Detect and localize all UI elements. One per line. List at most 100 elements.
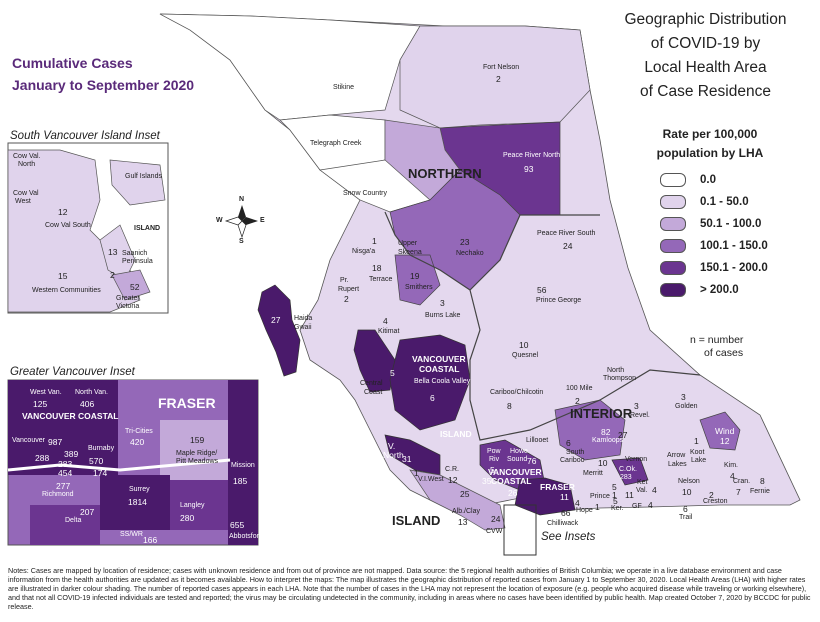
area-peace-river-north: Peace River North	[503, 152, 561, 159]
windermere-area	[699, 411, 741, 451]
inset-gulf-islands: Gulf Islands	[125, 173, 162, 180]
area-bella-coola: Bella Coola Valley	[414, 378, 471, 385]
area-haida-gwaii-b: Gwaii	[294, 324, 312, 331]
see-insets-box	[503, 504, 537, 556]
inset-greater-victoria-b: Victoria	[116, 303, 140, 310]
saanich-peninsula-land	[99, 224, 136, 281]
area-smithers-n: 19	[410, 271, 420, 281]
area-nisgaa: Nisga'a	[352, 248, 376, 255]
gv-burnaby-n: 570	[89, 456, 104, 466]
legend-swatch	[660, 239, 686, 253]
area-upper-skeena-b: Skeena	[398, 249, 422, 256]
legend-item: 50.1 - 100.0	[660, 216, 761, 232]
area-n35: 35	[482, 476, 492, 486]
region-interior: INTERIOR	[570, 406, 633, 421]
legend-item: 150.1 - 200.0	[660, 260, 768, 276]
n-cases-line1: n = number	[690, 334, 744, 346]
gv-burnaby: Burnaby	[88, 445, 115, 452]
area-nisgaa-n: 1	[372, 236, 377, 246]
gv-vancouver-n: 288	[35, 453, 50, 463]
area-lillooet: Lillooet	[526, 437, 549, 444]
area-cran-n: 7	[736, 487, 741, 497]
area-central-coast-a: Central	[360, 380, 383, 387]
area-haida-gwaii-n: 27	[271, 315, 281, 325]
langley-shape	[170, 480, 228, 530]
delta-shape	[30, 505, 100, 545]
legend-label: 0.0	[700, 174, 716, 186]
area-kamloops: Kamloops	[592, 437, 624, 444]
area-ket-val-b: Val.	[636, 487, 648, 494]
n-cases-line2: of cases	[704, 347, 744, 359]
inset-cow-val-north-b: North	[18, 161, 36, 168]
gv-mission: Mission	[231, 462, 255, 469]
area-creston-n: 2	[709, 490, 714, 500]
area-princeton-n: 1	[595, 502, 600, 512]
legend-item: 0.0	[660, 172, 716, 188]
area-howe-sound-b: Sound	[507, 456, 528, 463]
cumulative-title-line2: January to September 2020	[12, 77, 195, 93]
inset-saanich-a: Saanich	[122, 250, 148, 257]
fraser-river-line	[7, 458, 231, 472]
area-creston: Creston	[703, 498, 728, 505]
area-trail: Trail	[679, 514, 693, 521]
area-merritt: Merritt	[583, 470, 603, 477]
gv-ss-wr-n: 166	[143, 535, 158, 545]
area-alb-clay-n: 13	[458, 517, 468, 527]
area-n25: 25	[460, 489, 470, 499]
gv-langley: Langley	[180, 502, 205, 509]
area-v-north-b: North	[383, 450, 404, 460]
area-c-n2: 11	[625, 490, 634, 500]
area-hope: Hope	[576, 507, 593, 514]
greater-vancouver-inset-title: Greater Vancouver Inset	[10, 366, 135, 378]
area-kim-n: 4	[730, 471, 735, 481]
greater-victoria-land	[111, 269, 151, 301]
area-howe-sound-n: 76	[527, 456, 537, 466]
legend-label: 100.1 - 150.0	[700, 240, 768, 252]
region-island-small: ISLAND	[440, 429, 472, 439]
gv-delta: Delta	[65, 517, 82, 524]
area-hope-n: 4	[575, 498, 580, 508]
area-fort-nelson: Fort Nelson	[483, 64, 520, 71]
gv-n174: 174	[93, 468, 108, 478]
northern-boundary	[384, 211, 600, 291]
area-koot-lake-a: Koot	[690, 449, 705, 456]
area-powell-river-b: Riv	[489, 456, 500, 463]
region-fraser-small: FRASER	[540, 482, 575, 492]
legend-label: 150.1 - 200.0	[700, 262, 768, 274]
haida-gwaii-area	[257, 284, 301, 377]
compass-n: N	[239, 196, 245, 203]
area-south-cariboo-b: Cariboo	[560, 457, 585, 464]
area-windermere: Wind	[715, 426, 735, 436]
legend-title: Rate per 100,000 population by LHA	[640, 125, 780, 163]
area-powell-river-a: Pow	[487, 448, 501, 455]
area-princeton: Prince	[590, 493, 610, 500]
compass-icon	[224, 205, 258, 239]
area-prince-george-n: 56	[537, 285, 547, 295]
area-keremeos: Ker.	[611, 505, 624, 512]
area-cran: Cran.	[733, 478, 751, 485]
area-v-north-a: V.	[388, 441, 396, 451]
inset-saanich-n: 13	[108, 247, 118, 257]
area-arrow-lakes-b: Lakes	[668, 461, 687, 468]
area-koot-lake-b: Lake	[691, 457, 707, 464]
area-central-coast-b: Coast	[364, 389, 383, 396]
area-cvw: CVW	[486, 528, 503, 535]
cumulative-title: Cumulative Cases January to September 20…	[12, 52, 232, 96]
map-title-line3: Local Health Area	[644, 59, 767, 76]
area-pr-rupert-a: Pr.	[340, 277, 349, 284]
gv-vc-label: VANCOUVER COASTAL	[22, 411, 119, 421]
compass-s: S	[239, 238, 244, 245]
area-kitimat: Kitimat	[378, 328, 400, 335]
gulf-islands-land	[109, 159, 166, 206]
area-cok: C.Ok.	[619, 466, 637, 473]
area-powell-river-n: 5	[490, 465, 495, 475]
area-terrace-n: 18	[372, 263, 382, 273]
north-van-shape	[68, 380, 118, 420]
vancouver-island-south	[409, 469, 506, 531]
area-burns-lake: Burns Lake	[425, 312, 461, 319]
map-notes: Notes: Cases are mapped by location of r…	[8, 566, 811, 612]
gv-n987: 987	[48, 437, 63, 447]
area-telegraph-creek: Telegraph Creek	[310, 140, 362, 147]
fort-nelson-area	[399, 25, 591, 129]
